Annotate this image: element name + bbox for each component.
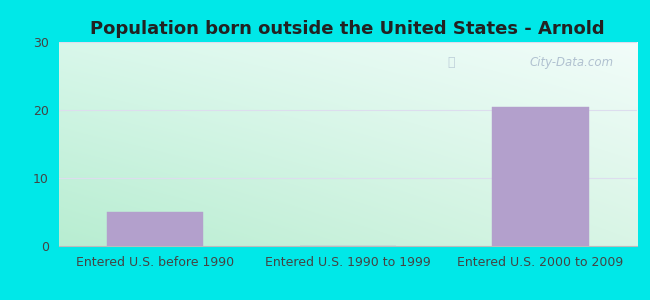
Text: City-Data.com: City-Data.com <box>530 56 614 69</box>
Bar <box>107 212 203 246</box>
Title: Population born outside the United States - Arnold: Population born outside the United State… <box>90 20 605 38</box>
Bar <box>493 106 589 246</box>
Text: 🔍: 🔍 <box>447 56 455 69</box>
